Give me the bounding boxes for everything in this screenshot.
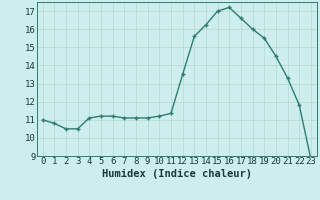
X-axis label: Humidex (Indice chaleur): Humidex (Indice chaleur) xyxy=(102,169,252,179)
